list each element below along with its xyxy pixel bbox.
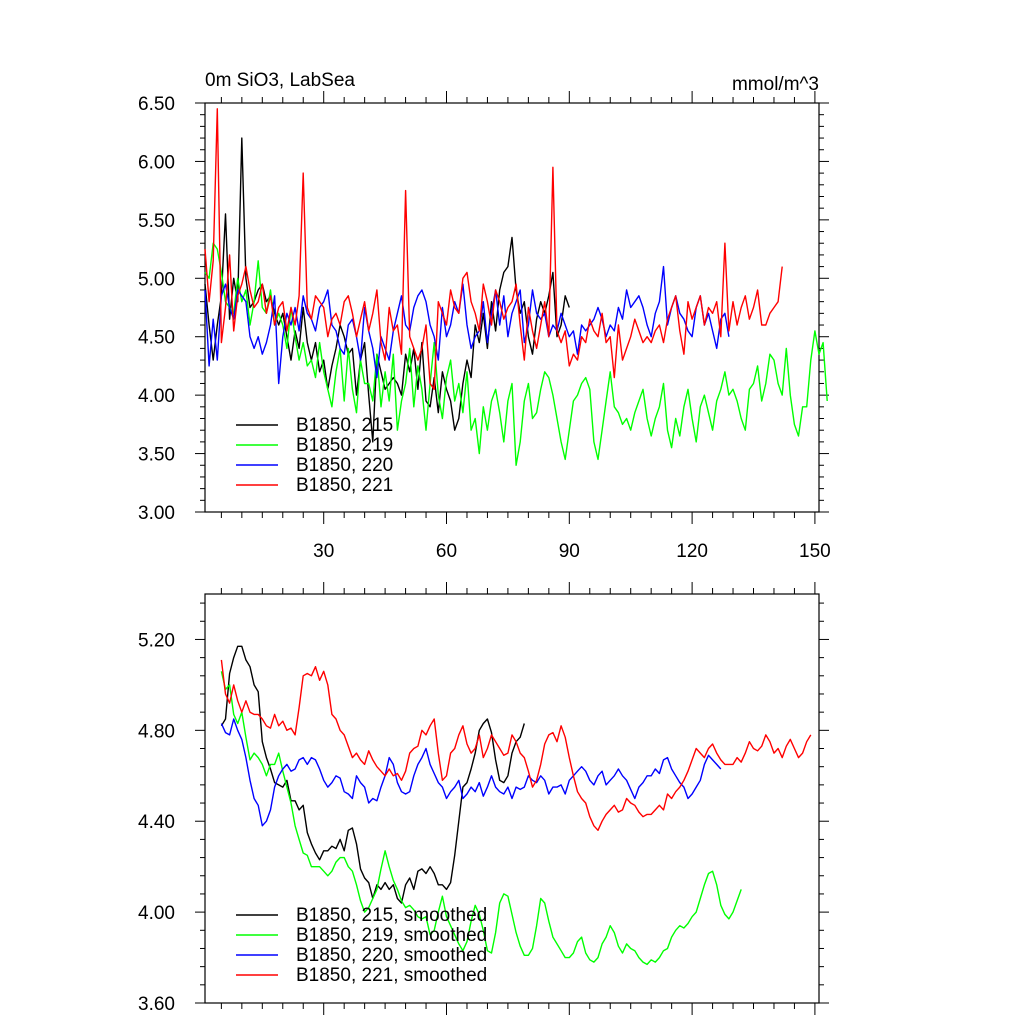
top-series-lines (204, 108, 828, 466)
y-tick-label: 5.00 (138, 269, 175, 290)
y-tick-label: 5.20 (138, 630, 175, 651)
series-line-3 (220, 718, 722, 827)
bottom-panel: 3.60 4.00 4.40 4.80 5.20 B1850, 215, smoothe… (138, 582, 829, 1015)
x-tick-label: 60 (436, 541, 457, 562)
x-tick-label: 150 (799, 541, 831, 562)
y-tick-label: 6.00 (138, 152, 175, 173)
x-tick-label: 120 (676, 541, 708, 562)
legend-label: B1850, 219 (296, 435, 393, 456)
legend-label: B1850, 221, smoothed (296, 965, 487, 986)
series-line-2 (220, 671, 742, 966)
y-tick-label: 4.40 (138, 812, 175, 833)
series-line-4 (220, 659, 812, 831)
y-tick-label: 3.60 (138, 994, 175, 1015)
legend-label: B1850, 221 (296, 475, 393, 496)
legend-label: B1850, 215 (296, 415, 393, 436)
y-tick-label: 4.80 (138, 721, 175, 742)
legend-label: B1850, 219, smoothed (296, 925, 487, 946)
y-tick-label: 3.50 (138, 445, 175, 466)
bottom-axes: 3.60 4.00 4.40 4.80 5.20 (138, 582, 829, 1015)
series-line-2 (204, 242, 828, 466)
legend-label: B1850, 215, smoothed (296, 905, 487, 926)
series-line-3 (204, 265, 730, 385)
y-tick-label: 3.00 (138, 503, 175, 524)
legend-label: B1850, 220, smoothed (296, 945, 487, 966)
x-tick-label: 90 (559, 541, 580, 562)
bottom-plot-frame (204, 593, 820, 1004)
x-tick-label: 30 (313, 541, 334, 562)
y-tick-label: 5.50 (138, 211, 175, 232)
y-tick-label: 6.50 (138, 94, 175, 115)
bottom-series-lines (220, 645, 812, 966)
series-line-4 (204, 108, 783, 390)
top-title-right-units: mmol/m^3 (732, 74, 819, 95)
top-panel: 0m SiO3, LabSea mmol/m^3 3.00 3.50 4.00 4.5… (138, 70, 831, 562)
legend-label: B1850, 220 (296, 455, 393, 476)
y-tick-label: 4.00 (138, 386, 175, 407)
top-axes: 3.00 3.50 4.00 4.50 5.00 5.50 6.00 6.50 30 60 90 12… (138, 91, 831, 562)
top-plot-frame (204, 102, 820, 513)
y-tick-label: 4.50 (138, 328, 175, 349)
y-tick-label: 4.00 (138, 903, 175, 924)
top-title-left: 0m SiO3, LabSea (205, 70, 355, 91)
